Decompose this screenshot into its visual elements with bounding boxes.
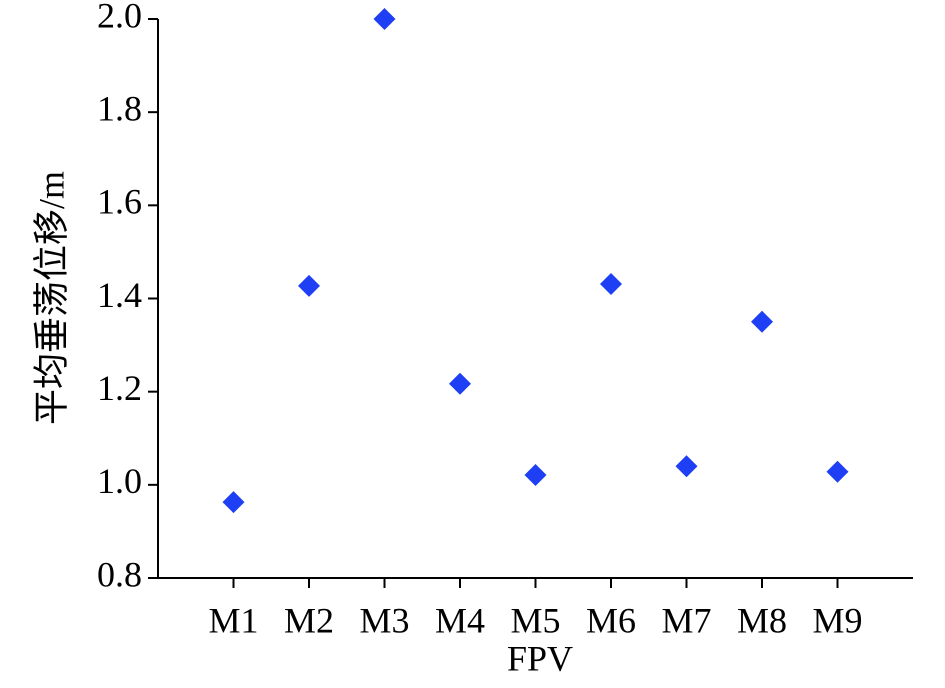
- y-tick-label: 2.0: [97, 0, 142, 35]
- marker: [600, 273, 622, 296]
- marker: [449, 372, 471, 395]
- x-tick-label: M1: [208, 600, 258, 640]
- marker: [675, 455, 698, 478]
- y-tick-label: 0.8: [97, 554, 142, 594]
- y-tick-label: 1.8: [97, 88, 142, 128]
- marker: [298, 274, 320, 297]
- x-tick-label: M9: [812, 600, 862, 640]
- y-tick-label: 1.2: [97, 368, 142, 408]
- x-tick-label: M4: [435, 600, 485, 640]
- marker: [826, 460, 849, 483]
- y-tick-label: 1.4: [97, 275, 142, 315]
- x-tick-label: M8: [737, 600, 787, 640]
- marker: [751, 310, 773, 333]
- x-tick-label: M7: [661, 600, 711, 640]
- y-axis-title: 平均垂荡位移/m: [31, 171, 71, 425]
- y-tick-label: 1.0: [97, 461, 142, 501]
- x-axis-title: FPV: [507, 638, 573, 678]
- marker: [373, 8, 396, 30]
- x-tick-label: M2: [284, 600, 334, 640]
- marker: [222, 491, 245, 514]
- x-tick-label: M6: [586, 600, 636, 640]
- x-tick-label: M5: [510, 600, 560, 640]
- marker: [524, 464, 547, 487]
- y-tick-label: 1.6: [97, 182, 142, 222]
- x-tick-label: M3: [359, 600, 409, 640]
